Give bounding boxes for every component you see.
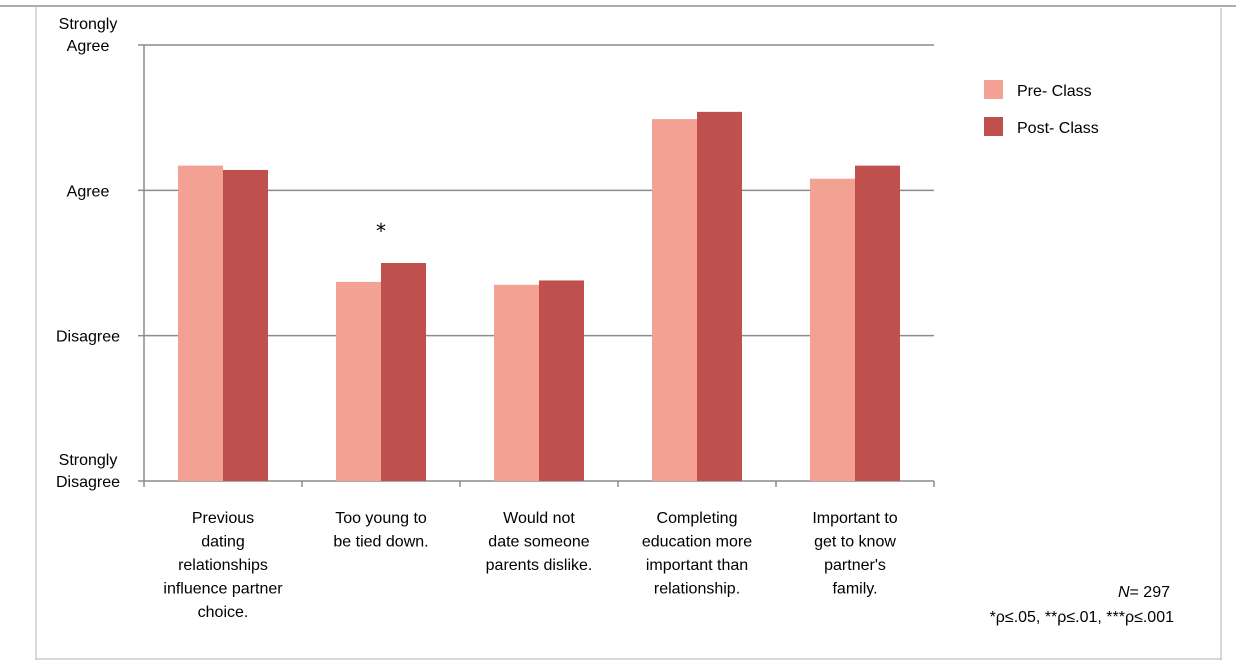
- x-tick-label-line: influence partner: [163, 581, 283, 598]
- bar-post-class-0: [223, 169, 268, 481]
- y-tick-label: Strongly Agree: [59, 16, 118, 55]
- x-tick-label: Too young to be tied down.: [333, 510, 428, 551]
- bar-pre-class-2: [494, 284, 539, 481]
- x-tick-label-line: Important to: [812, 510, 897, 527]
- y-tick-label-line: Agree: [67, 38, 110, 55]
- bar-post-class-4: [855, 165, 900, 482]
- bar-pre-class-4: [810, 178, 855, 481]
- x-tick-label: Would not date someone parents dislike.: [486, 510, 593, 574]
- significance-marker: *: [376, 219, 386, 243]
- x-tick-label-line: dating: [201, 534, 245, 551]
- sample-size-label: N: [1118, 584, 1130, 601]
- x-tick-label-line: relationships: [178, 557, 268, 574]
- legend-swatch-post-class: [984, 117, 1003, 136]
- y-tick-label-line: Strongly: [59, 452, 118, 469]
- annotations: *: [376, 219, 386, 243]
- x-tick-labels: Previous dating relationships influence par…: [163, 510, 897, 621]
- y-tick-label-line: Strongly: [59, 16, 118, 33]
- bar-post-class-3: [697, 111, 742, 481]
- x-tick-label-line: Completing: [657, 510, 738, 527]
- y-tick-label: Strongly Disagree: [56, 452, 120, 491]
- y-tick-label-line: Disagree: [56, 329, 120, 346]
- x-tick-label: Completing education more important than re…: [642, 510, 752, 598]
- y-tick-label: Agree: [67, 183, 110, 200]
- y-tick-label-line: Agree: [67, 183, 110, 200]
- legend-swatch-pre-class: [984, 80, 1003, 99]
- y-tick-label: Disagree: [56, 329, 120, 346]
- significance-note: *ρ≤.05, **ρ≤.01, ***ρ≤.001: [990, 609, 1175, 626]
- x-tick-label-line: education more: [642, 534, 752, 551]
- x-tick-label-line: partner's: [824, 557, 886, 574]
- bar-pre-class-0: [178, 165, 223, 482]
- bar-post-class-1: [381, 263, 426, 481]
- x-tick-label-line: date someone: [488, 534, 590, 551]
- x-tick-label-line: Previous: [192, 510, 254, 527]
- footnote: N= 297 *ρ≤.05, **ρ≤.01, ***ρ≤.001: [990, 584, 1175, 626]
- x-tick-label: Important to get to know partner's family.: [812, 510, 897, 598]
- sample-size-value: = 297: [1130, 584, 1171, 601]
- bar-pre-class-1: [336, 281, 381, 481]
- x-tick-label-line: choice.: [198, 604, 249, 621]
- x-tick-label-line: get to know: [814, 534, 896, 551]
- x-tick-label-line: Would not: [503, 510, 575, 527]
- legend: Pre- Class Post- Class: [984, 80, 1099, 137]
- y-tick-label-line: Disagree: [56, 474, 120, 491]
- bar-marks: [178, 111, 900, 482]
- x-tick-label-line: family.: [832, 581, 877, 598]
- x-tick-label-line: parents dislike.: [486, 557, 593, 574]
- bar-post-class-2: [539, 280, 584, 481]
- x-tick-label-line: be tied down.: [333, 534, 428, 551]
- x-tick-label-line: important than: [646, 557, 748, 574]
- sample-size-note: N= 297: [1118, 584, 1170, 601]
- x-tick-label-line: relationship.: [654, 581, 740, 598]
- x-tick-label: Previous dating relationships influence par…: [163, 510, 283, 621]
- legend-label-pre-class: Pre- Class: [1017, 83, 1092, 100]
- y-tick-labels: Strongly Disagree Disagree Agree Strongly Agr…: [56, 16, 120, 491]
- bar-pre-class-3: [652, 119, 697, 482]
- legend-label-post-class: Post- Class: [1017, 120, 1099, 137]
- x-tick-label-line: Too young to: [335, 510, 427, 527]
